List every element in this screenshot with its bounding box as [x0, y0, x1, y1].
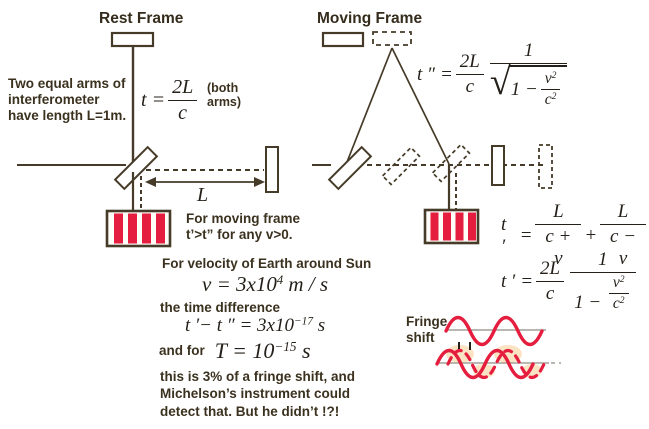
moving-beamsplitter — [327, 145, 373, 191]
moving-beamsplitter-displaced2-dashed — [431, 143, 471, 183]
moving-top-mirror — [321, 31, 365, 48]
velocity-intro: For velocity of Earth around Sun — [162, 256, 372, 271]
eq-perpendicular-time: t ″ = 2L c 1 √ 1 − v2 c2 — [417, 40, 570, 109]
moving-right-mirror — [491, 145, 505, 186]
eq-period: T = 10−15 s — [214, 338, 311, 363]
rest-beamsplitter — [113, 145, 159, 191]
rest-top-mirror — [110, 31, 155, 48]
eq-time-difference: t ′− t ″ = 3x10−17 s — [185, 315, 326, 336]
period-row: and for T = 10−15 s — [159, 338, 311, 364]
eq-earth-velocity: v = 3x104 m / s — [202, 272, 329, 296]
fringe-wave-reference — [444, 315, 544, 347]
fringe-shift-waves — [435, 315, 561, 380]
arrow-head-right-icon — [254, 177, 265, 187]
light-path-down — [391, 47, 450, 165]
rest-frame-apparatus — [17, 31, 279, 248]
rest-detector — [105, 209, 172, 248]
moving-frame-apparatus — [312, 31, 553, 245]
eq-parallel-sum: t ′ = L c + v + L c − v — [501, 201, 649, 270]
rest-frame-title: Rest Frame — [99, 10, 184, 27]
eq-rest-time: t = 2L c — [141, 76, 200, 125]
eq-parallel-factored: t ′ = 2L c 1 1 − v2 c2 — [501, 249, 639, 314]
moving-frame-title: Moving Frame — [317, 10, 423, 27]
moving-right-mirror-displaced-dashed — [538, 144, 553, 189]
arms-note: Two equal arms of interferometer have le… — [8, 76, 127, 123]
arm-length-label: L — [197, 184, 209, 206]
arrow-head-left-icon — [145, 177, 156, 187]
conclusion-paragraph: this is 3% of a fringe shift, and Michel… — [160, 369, 356, 419]
and-for-label: and for — [159, 343, 205, 359]
light-path-up — [346, 47, 393, 163]
fringe-wave-shifted-dashed — [446, 348, 546, 380]
rest-right-mirror — [265, 146, 279, 193]
time-difference-label: the time difference — [160, 300, 281, 315]
moving-detector — [423, 208, 480, 245]
fringe-shift-label: Fringe shift — [406, 314, 448, 345]
both-arms-note: (both arms) — [207, 81, 242, 110]
comparison-note: For moving frame t’>t” for any v>0. — [186, 211, 301, 242]
radical-icon: √ — [489, 61, 511, 103]
moving-top-mirror-displaced-dashed — [372, 31, 412, 46]
